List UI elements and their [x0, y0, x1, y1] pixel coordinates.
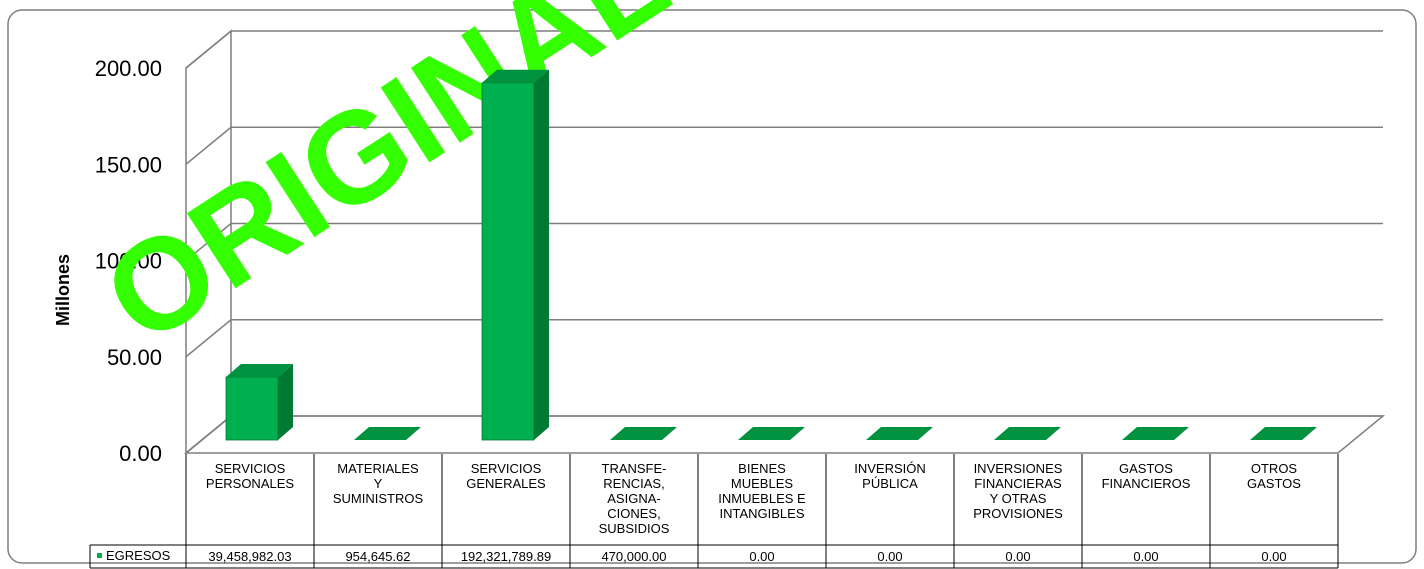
bar-side	[278, 364, 293, 440]
value-label: 0.00	[1133, 549, 1158, 564]
value-label: 954,645.62	[345, 549, 410, 564]
legend-key	[97, 553, 102, 558]
category-label: SERVICIOS PERSONALES	[206, 461, 294, 491]
bar	[225, 364, 293, 441]
bar-top	[610, 427, 677, 440]
category-label: GASTOS FINANCIEROS	[1102, 461, 1191, 491]
bar	[1122, 427, 1189, 440]
y-tick-label: 0.00	[119, 441, 162, 466]
gridline	[185, 126, 1383, 165]
value-label: 39,458,982.03	[208, 549, 291, 564]
bar-top	[1122, 427, 1189, 440]
y-tick-label: 150.00	[95, 152, 162, 177]
y-tick-label: 50.00	[107, 345, 162, 370]
y-axis-label: Millones	[53, 254, 73, 326]
value-label: 192,321,789.89	[461, 549, 551, 564]
bar	[738, 427, 805, 440]
bar-side	[534, 69, 549, 441]
bar	[994, 427, 1061, 440]
bar-top	[354, 427, 421, 440]
bar	[1250, 427, 1317, 440]
category-label: SERVICIOS GENERALES	[466, 461, 546, 491]
value-label: 0.00	[1005, 549, 1030, 564]
bar-top	[226, 364, 293, 378]
value-label: 0.00	[877, 549, 902, 564]
gridline	[185, 319, 1383, 358]
category-label: INVERSIONES FINANCIERAS Y OTRAS PROVISIONES	[973, 461, 1063, 521]
bar	[866, 427, 933, 440]
chart-frame	[7, 9, 1417, 564]
category-label: MATERIALES Y SUMINISTROS	[333, 461, 424, 506]
bar-top	[994, 427, 1061, 440]
bars	[225, 69, 1317, 441]
category-label: BIENES MUEBLES INMUEBLES E INTANGIBLES	[718, 461, 806, 521]
bar	[481, 69, 549, 441]
bar	[354, 427, 421, 440]
gridline	[185, 30, 1383, 69]
y-tick-label: 200.00	[95, 56, 162, 81]
series-name: EGRESOS	[106, 548, 171, 563]
value-label: 470,000.00	[601, 549, 666, 564]
category-label: INVERSIÓN PÚBLICA	[854, 461, 926, 491]
bar-top	[866, 427, 933, 440]
category-label: TRANSFE-RENCIAS, ASIGNA-CIONES, SUBSIDIOS	[599, 461, 670, 536]
bar-top	[482, 69, 549, 83]
bar-top	[738, 427, 805, 440]
bar-front	[481, 82, 535, 441]
y-tick-label: 100.00	[95, 249, 162, 274]
bar-top	[1250, 427, 1317, 440]
data-table: EGRESOS SERVICIOS PERSONALES 39,458,982.03 M…	[89, 454, 1339, 569]
value-label: 0.00	[749, 549, 774, 564]
value-label: 0.00	[1261, 549, 1286, 564]
bar	[610, 427, 677, 440]
category-label: OTROS GASTOS	[1247, 461, 1301, 491]
gridline	[185, 222, 1383, 262]
bar-front	[225, 376, 279, 441]
y-axis: 0.00 50.00 100.00 150.00 200.00	[95, 56, 162, 466]
